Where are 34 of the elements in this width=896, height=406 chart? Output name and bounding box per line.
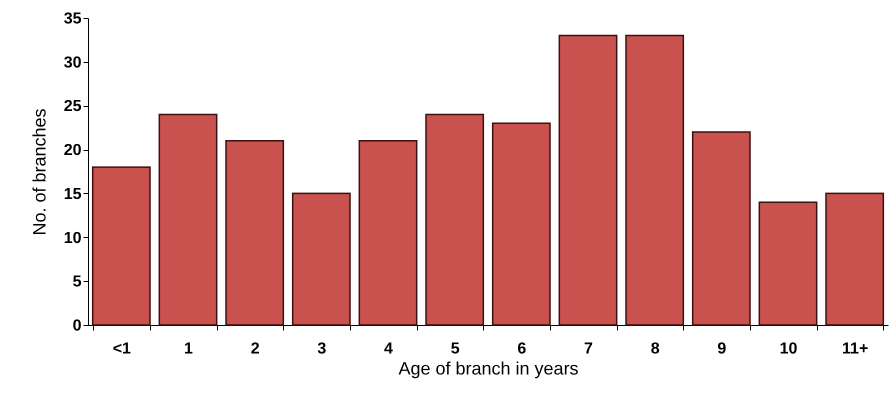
bar	[92, 166, 151, 326]
y-tick-label: 25	[64, 98, 82, 116]
bar	[492, 122, 551, 326]
bar	[558, 34, 618, 326]
bar	[625, 34, 684, 326]
x-tick-label: 4	[384, 340, 394, 358]
y-tick-label: 15	[64, 186, 82, 203]
bar	[758, 201, 818, 326]
x-axis-title: Age of branch in years	[398, 358, 579, 378]
x-tick-label: 1	[184, 340, 194, 358]
y-tick-label: 5	[72, 274, 82, 291]
bar	[158, 114, 218, 326]
bar	[692, 131, 751, 326]
y-tick-label: 35	[64, 10, 82, 28]
bar	[225, 140, 284, 326]
x-tick-label: 8	[650, 340, 660, 358]
bar	[358, 140, 418, 326]
x-tick-label: 2	[250, 340, 260, 358]
y-tick-label: 20	[64, 142, 82, 160]
x-tick-label: 7	[584, 340, 594, 358]
y-tick-label: 30	[64, 54, 82, 72]
x-tick-label: 5	[450, 340, 460, 358]
bar	[292, 192, 351, 326]
y-axis-title: No. of branches	[30, 108, 50, 236]
x-tick-label: 3	[317, 340, 326, 358]
x-tick-label: 6	[517, 340, 526, 358]
x-tick-label: 11+	[842, 340, 868, 358]
bar	[825, 192, 884, 326]
x-tick-label: 9	[717, 340, 726, 358]
y-tick-label: 10	[64, 230, 82, 247]
x-tick-label: 10	[780, 340, 798, 358]
y-tick-label: 0	[72, 318, 82, 334]
x-tick-label: <1	[112, 340, 132, 358]
bar	[425, 114, 484, 326]
